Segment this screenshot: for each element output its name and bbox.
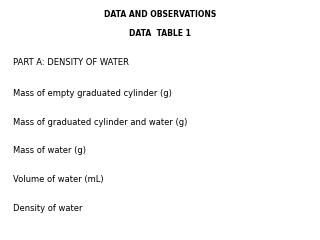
Text: Mass of water (g): Mass of water (g) (13, 146, 86, 156)
Text: Density of water: Density of water (13, 204, 82, 213)
Text: PART A: DENSITY OF WATER: PART A: DENSITY OF WATER (13, 58, 129, 66)
Text: DATA AND OBSERVATIONS: DATA AND OBSERVATIONS (104, 10, 216, 19)
Text: Mass of empty graduated cylinder (g): Mass of empty graduated cylinder (g) (13, 89, 172, 98)
Text: DATA  TABLE 1: DATA TABLE 1 (129, 29, 191, 38)
Text: Volume of water (mL): Volume of water (mL) (13, 175, 103, 184)
Text: Mass of graduated cylinder and water (g): Mass of graduated cylinder and water (g) (13, 118, 187, 127)
